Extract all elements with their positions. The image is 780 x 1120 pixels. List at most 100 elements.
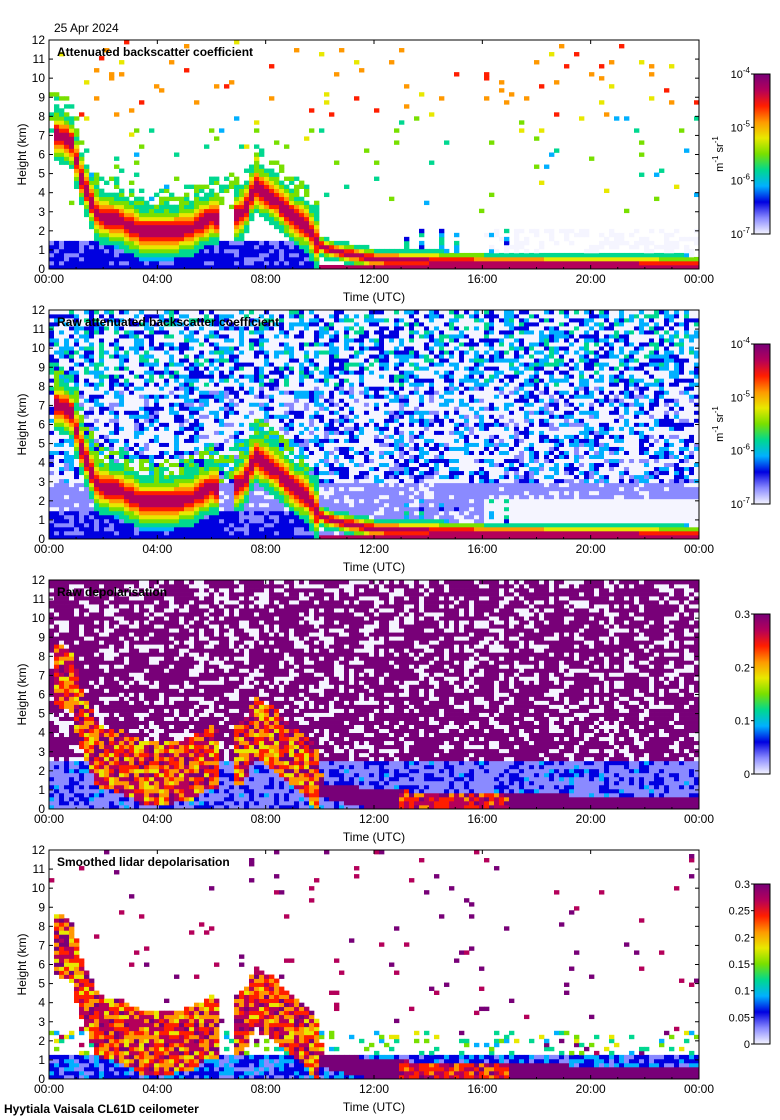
heatmap-cell bbox=[84, 334, 89, 338]
heatmap-cell bbox=[139, 386, 144, 390]
heatmap-cell bbox=[279, 213, 284, 217]
heatmap-cell bbox=[194, 193, 199, 197]
heatmap-cell bbox=[284, 398, 289, 402]
heatmap-cell bbox=[74, 382, 79, 386]
heatmap-cell bbox=[194, 245, 199, 249]
heatmap-cell bbox=[289, 487, 294, 491]
heatmap-cell bbox=[304, 471, 309, 475]
heatmap-cell bbox=[309, 338, 314, 342]
heatmap-cell bbox=[234, 439, 239, 443]
heatmap-cell bbox=[59, 479, 64, 483]
heatmap-cell bbox=[244, 519, 249, 523]
heatmap-cell bbox=[214, 136, 219, 140]
heatmap-cell bbox=[264, 499, 269, 503]
heatmap-cell bbox=[104, 241, 109, 245]
heatmap-cell bbox=[194, 483, 199, 487]
heatmap-cell bbox=[209, 241, 214, 245]
heatmap-cell bbox=[594, 257, 599, 261]
heatmap-cell bbox=[104, 475, 109, 479]
heatmap-cell bbox=[59, 531, 64, 535]
heatmap-cell bbox=[224, 515, 229, 519]
heatmap-cell bbox=[239, 189, 244, 193]
heatmap-cell bbox=[324, 249, 329, 253]
heatmap-cell bbox=[179, 330, 184, 334]
heatmap-cell bbox=[114, 245, 119, 249]
heatmap-cell bbox=[269, 414, 274, 418]
heatmap-cell bbox=[124, 479, 129, 483]
heatmap-cell bbox=[164, 334, 169, 338]
heatmap-cell bbox=[49, 318, 54, 322]
heatmap-cell bbox=[304, 463, 309, 467]
heatmap-cell bbox=[99, 386, 104, 390]
heatmap-cell bbox=[299, 503, 304, 507]
heatmap-cell bbox=[214, 338, 219, 342]
heatmap-cell bbox=[69, 463, 74, 467]
heatmap-cell bbox=[89, 467, 94, 471]
heatmap-cell bbox=[139, 261, 144, 265]
heatmap-cell bbox=[129, 209, 134, 213]
heatmap-cell bbox=[114, 418, 119, 422]
heatmap-cell bbox=[319, 366, 324, 370]
heatmap-cell bbox=[224, 390, 229, 394]
heatmap-cell bbox=[179, 431, 184, 435]
heatmap-cell bbox=[654, 253, 659, 257]
heatmap-cell bbox=[269, 310, 274, 314]
heatmap-cell bbox=[104, 386, 109, 390]
heatmap-cell bbox=[289, 362, 294, 366]
heatmap-cell bbox=[79, 390, 84, 394]
heatmap-cell bbox=[139, 531, 144, 535]
heatmap-cell bbox=[189, 390, 194, 394]
heatmap-cell bbox=[219, 463, 224, 467]
heatmap-cell bbox=[174, 443, 179, 447]
heatmap-cell bbox=[314, 350, 319, 354]
heatmap-cell bbox=[199, 233, 204, 237]
heatmap-cell bbox=[84, 390, 89, 394]
heatmap-cell bbox=[274, 370, 279, 374]
heatmap-cell bbox=[79, 447, 84, 451]
heatmap-cell bbox=[249, 354, 254, 358]
heatmap-cell bbox=[239, 410, 244, 414]
heatmap-cell bbox=[199, 374, 204, 378]
heatmap-cell bbox=[394, 261, 399, 265]
heatmap-cell bbox=[69, 491, 74, 495]
heatmap-cell bbox=[209, 382, 214, 386]
heatmap-cell bbox=[279, 322, 284, 326]
heatmap-cell bbox=[129, 455, 134, 459]
heatmap-cell bbox=[279, 310, 284, 314]
heatmap-cell bbox=[284, 374, 289, 378]
heatmap-cell bbox=[219, 362, 224, 366]
heatmap-cell bbox=[234, 527, 239, 531]
heatmap-cell bbox=[89, 427, 94, 431]
heatmap-cell bbox=[299, 217, 304, 221]
heatmap-cell bbox=[129, 358, 134, 362]
heatmap-cell bbox=[94, 177, 99, 181]
heatmap-cell bbox=[234, 406, 239, 410]
heatmap-cell bbox=[79, 257, 84, 261]
heatmap-cell bbox=[294, 225, 299, 229]
heatmap-cell bbox=[559, 229, 564, 233]
heatmap-cell bbox=[304, 487, 309, 491]
heatmap-cell bbox=[179, 406, 184, 410]
heatmap-cell bbox=[109, 527, 114, 531]
heatmap-cell bbox=[234, 451, 239, 455]
heatmap-cell bbox=[194, 507, 199, 511]
heatmap-cell bbox=[269, 261, 274, 265]
heatmap-cell bbox=[214, 495, 219, 499]
heatmap-cell bbox=[139, 144, 144, 148]
heatmap-cell bbox=[134, 152, 139, 156]
heatmap-cell bbox=[109, 431, 114, 435]
heatmap-cell bbox=[129, 382, 134, 386]
heatmap-cell bbox=[109, 435, 114, 439]
heatmap-cell bbox=[264, 257, 269, 261]
heatmap-cell bbox=[189, 217, 194, 221]
heatmap-cell bbox=[149, 431, 154, 435]
heatmap-cell bbox=[109, 310, 114, 314]
heatmap-cell bbox=[559, 261, 564, 265]
heatmap-cell bbox=[619, 241, 624, 245]
heatmap-cell bbox=[274, 495, 279, 499]
heatmap-cell bbox=[59, 515, 64, 519]
heatmap-cell bbox=[119, 201, 124, 205]
heatmap-cell bbox=[289, 463, 294, 467]
heatmap-cell bbox=[84, 511, 89, 515]
heatmap-cell bbox=[299, 326, 304, 330]
